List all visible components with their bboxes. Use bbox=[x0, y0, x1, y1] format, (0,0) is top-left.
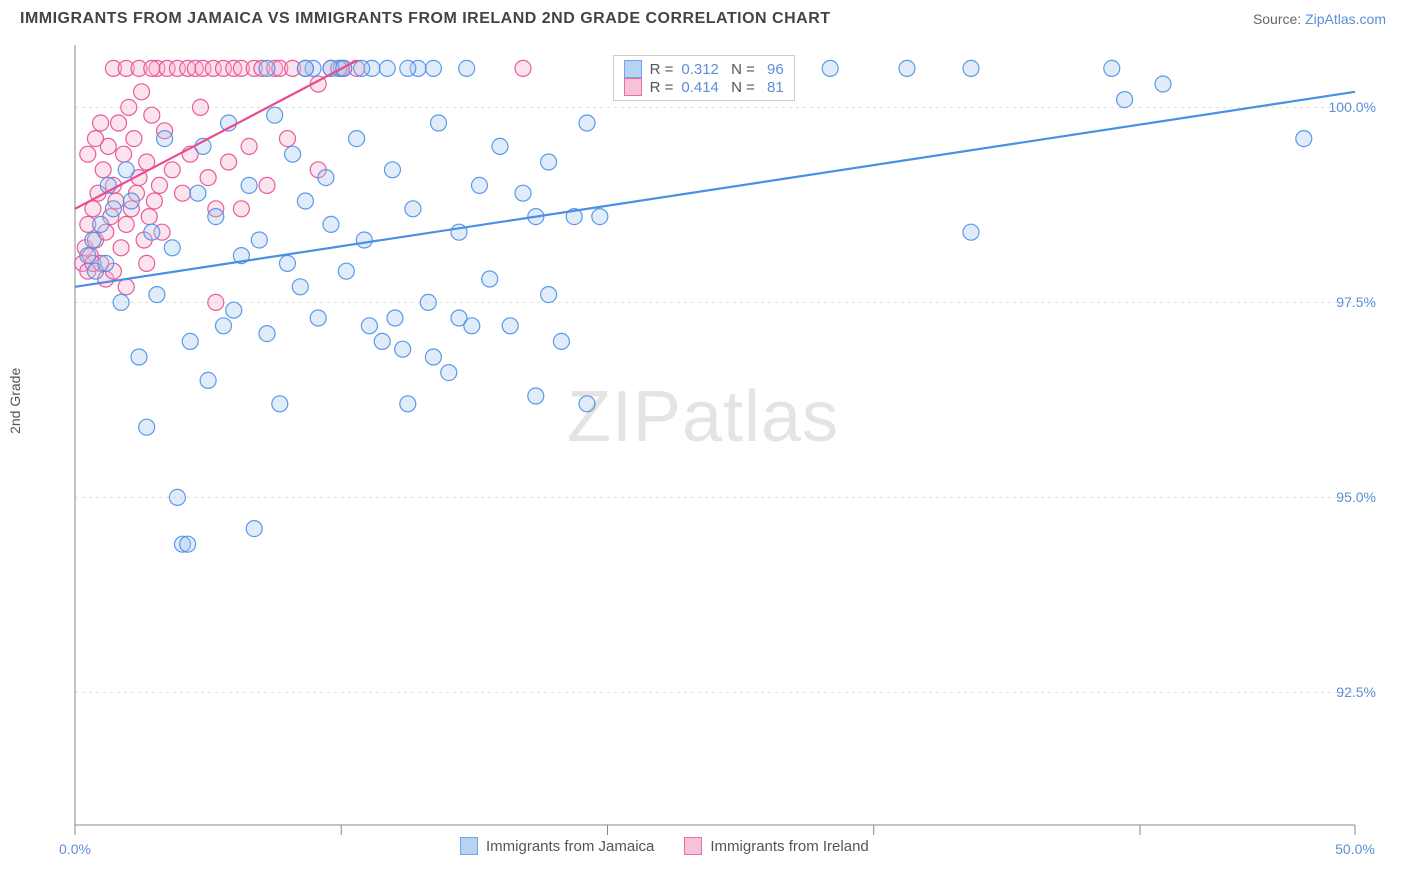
legend-n-label: N = bbox=[727, 61, 755, 78]
series-legend-jamaica: Immigrants from Jamaica bbox=[460, 837, 654, 855]
y-tick-label: 100.0% bbox=[1329, 99, 1376, 115]
source-prefix: Source: bbox=[1253, 11, 1305, 27]
x-tick-label: 0.0% bbox=[59, 841, 91, 857]
x-tick-label: 50.0% bbox=[1335, 841, 1375, 857]
legend-swatch bbox=[460, 837, 478, 855]
legend-r-label: R = bbox=[650, 79, 674, 96]
legend-n-value: 96 bbox=[763, 61, 784, 78]
legend-r-label: R = bbox=[650, 61, 674, 78]
series-label: Immigrants from Ireland bbox=[710, 838, 868, 855]
legend-n-label: N = bbox=[727, 79, 755, 96]
source-link[interactable]: ZipAtlas.com bbox=[1305, 11, 1386, 27]
page-title: IMMIGRANTS FROM JAMAICA VS IMMIGRANTS FR… bbox=[20, 10, 831, 28]
legend-row-ireland: R = 0.414 N = 81 bbox=[624, 78, 784, 96]
series-legend: Immigrants from Jamaica Immigrants from I… bbox=[460, 837, 869, 855]
y-tick-label: 97.5% bbox=[1336, 294, 1376, 310]
legend-row-jamaica: R = 0.312 N = 96 bbox=[624, 60, 784, 78]
y-tick-label: 92.5% bbox=[1336, 684, 1376, 700]
legend-swatch bbox=[624, 60, 642, 78]
chart-container: 2nd Grade ZIPatlas R = 0.312 N = 96 R = … bbox=[20, 45, 1386, 872]
legend-n-value: 81 bbox=[763, 79, 784, 96]
legend-r-value: 0.414 bbox=[681, 79, 719, 96]
source-label: Source: ZipAtlas.com bbox=[1253, 11, 1386, 27]
legend-swatch bbox=[624, 78, 642, 96]
y-tick-label: 95.0% bbox=[1336, 489, 1376, 505]
series-label: Immigrants from Jamaica bbox=[486, 838, 654, 855]
legend-swatch bbox=[684, 837, 702, 855]
correlation-legend: R = 0.312 N = 96 R = 0.414 N = 81 bbox=[613, 55, 795, 101]
series-legend-ireland: Immigrants from Ireland bbox=[684, 837, 868, 855]
y-axis-label: 2nd Grade bbox=[7, 367, 23, 433]
legend-r-value: 0.312 bbox=[681, 61, 719, 78]
scatter-chart bbox=[20, 45, 1365, 865]
